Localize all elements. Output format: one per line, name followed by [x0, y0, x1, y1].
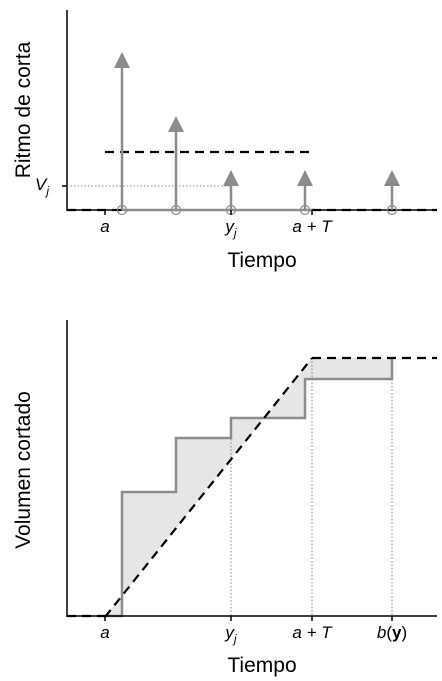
target-ramp-line	[104, 357, 313, 618]
impulse-arrow-1	[114, 52, 130, 216]
top-y-title: Ritmo de corta	[12, 41, 35, 178]
top-panel: a yj a + T Vj Tiempo Ritmo de corta	[12, 10, 437, 272]
bottom-label-b: b(y)	[377, 623, 407, 642]
volume-difference-area	[105, 358, 392, 617]
top-label-aT: a + T	[292, 217, 333, 236]
top-x-title: Tiempo	[227, 249, 296, 272]
bottom-label-a: a	[100, 623, 109, 642]
cumulative-volume-staircase	[105, 358, 394, 618]
impulse-arrow-5	[384, 170, 400, 216]
impulse-arrow-3	[223, 170, 239, 216]
top-label-a: a	[100, 217, 109, 236]
bottom-x-title: Tiempo	[227, 654, 296, 677]
bottom-panel: a yj a + T b(y) Tiempo Volumen cortado	[12, 320, 437, 677]
bottom-y-title: Volumen cortado	[12, 391, 35, 549]
top-label-vj: Vj	[35, 175, 49, 198]
top-label-yj: yj	[224, 217, 237, 240]
bottom-label-yj: yj	[224, 623, 237, 646]
bottom-label-aT: a + T	[292, 623, 333, 642]
impulse-arrow-4	[297, 170, 313, 216]
impulse-arrow-2	[168, 116, 184, 216]
